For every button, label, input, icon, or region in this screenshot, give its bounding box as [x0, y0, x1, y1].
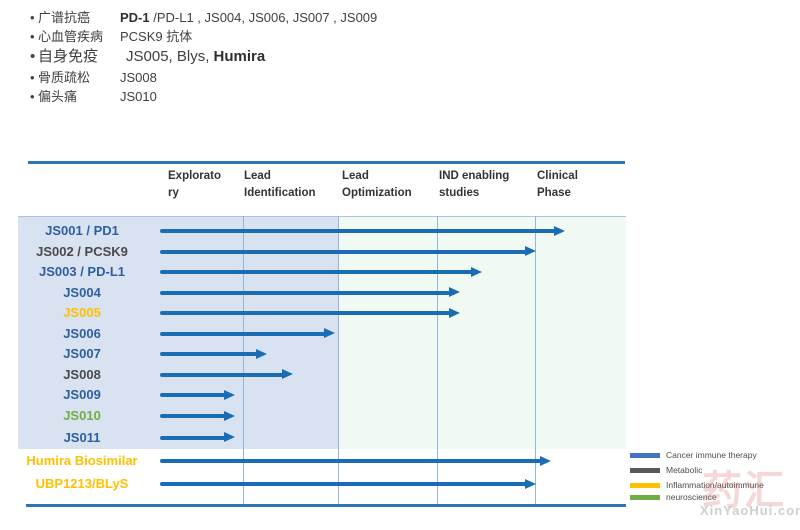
phase-gridline-1 — [243, 216, 244, 505]
legend-swatch — [630, 467, 660, 473]
summary-value: JS008 — [120, 68, 157, 87]
summary-term: 广谱抗癌 — [38, 10, 91, 25]
summary-bullet-row: • 心血管疾病 PCSK9 抗体 — [30, 27, 510, 46]
header-top-rule — [28, 161, 625, 164]
progress-arrow-line — [160, 229, 557, 233]
summary-term: 偏头痛 — [38, 89, 78, 104]
bullet-icon: • — [30, 29, 35, 44]
legend-item: Inflammation/autoimmune — [630, 480, 764, 490]
summary-bullet-row: • 广谱抗癌 PD-1 /PD-L1 , JS004, JS006, JS007 ,… — [30, 8, 510, 27]
legend-swatch — [630, 452, 660, 458]
summary-value: PCSK9 抗体 — [120, 27, 192, 46]
row-label: JS005 — [63, 305, 101, 320]
phase-header-3: Lead Optimization — [342, 170, 412, 199]
row-label: JS011 — [63, 429, 101, 445]
summary-term: 心血管疾病 — [38, 29, 104, 44]
bullet-icon: • — [30, 70, 35, 85]
legend-item: Cancer immune therapy — [630, 450, 757, 460]
progress-arrow-line — [160, 311, 452, 315]
arrow-head-icon — [324, 328, 336, 338]
arrow-head-icon — [524, 478, 536, 489]
band-late-phase — [338, 216, 626, 449]
progress-arrow-line — [160, 352, 259, 356]
summary-value: PD-1 /PD-L1 , JS004, JS006, JS007 , JS00… — [120, 8, 377, 27]
summary-term: 骨质疏松 — [38, 70, 91, 85]
arrow-head-icon — [256, 348, 268, 359]
watermark-cn-text: 药汇 — [702, 469, 786, 513]
arrow-head-icon — [223, 389, 235, 400]
legend-swatch — [630, 494, 660, 500]
progress-arrow-line — [160, 372, 285, 377]
summary-bullet-row: • 偏头痛 JS010 — [30, 87, 510, 106]
watermark-url-text: XinYaoHui.com — [700, 503, 800, 518]
phase-gridline-3 — [437, 216, 438, 505]
progress-arrow-line — [160, 435, 226, 440]
summary-value-part: /PD-L1 , JS004, JS006, JS007 , JS009 — [153, 10, 378, 25]
row-label: JS002 / PCSK9 — [36, 243, 128, 259]
progress-arrow-line — [160, 249, 527, 254]
arrow-head-icon — [223, 432, 235, 442]
arrow-head-icon — [524, 246, 536, 256]
row-label: JS010 — [63, 408, 101, 423]
summary-value: JS010 — [120, 87, 157, 106]
progress-arrow-line — [160, 290, 452, 295]
phase-gridline-4 — [535, 216, 536, 505]
bullet-icon: • — [30, 10, 35, 25]
chart-bottom-rule — [26, 504, 626, 507]
legend-label: Inflammation/autoimmune — [666, 480, 764, 490]
progress-arrow-line — [160, 459, 543, 463]
row-label: JS007 — [63, 346, 101, 361]
legend-label: Metabolic — [666, 465, 703, 475]
row-label: JS003 / PD-L1 — [39, 264, 125, 279]
row-label: JS009 — [63, 387, 101, 402]
phase-gridline-2 — [338, 216, 339, 505]
summary-value-part: JS005, Blys, — [126, 48, 214, 65]
legend-label: neuroscience — [666, 492, 717, 502]
arrow-head-icon — [470, 266, 482, 277]
row-label: JS006 — [63, 325, 101, 341]
summary-term: 自身免疫 — [38, 48, 99, 65]
legend-label: Cancer immune therapy — [666, 450, 757, 460]
row-label: JS001 / PD1 — [45, 223, 119, 238]
summary-bullet-row: • 骨质疏松 JS008 — [30, 68, 510, 87]
legend-item: Metabolic — [630, 465, 702, 475]
summary-bullet-row: • 自身免疫 JS005, Blys, Humira — [30, 46, 510, 68]
bullet-icon: • — [30, 48, 36, 65]
summary-value-part: PCSK9 抗体 — [120, 29, 193, 44]
summary-value-part: Humira — [213, 48, 266, 65]
summary-value-part: JS010 — [120, 89, 157, 104]
arrow-head-icon — [449, 287, 461, 297]
row-label: Humira Biosimilar — [26, 453, 138, 468]
phase-header-5: Clinical Phase — [537, 170, 578, 199]
row-label: JS004 — [63, 284, 101, 300]
row-label: JS008 — [63, 366, 101, 382]
summary-value-part: PD-1 — [120, 10, 154, 25]
summary-value: JS005, Blys, Humira — [126, 46, 265, 68]
arrow-head-icon — [223, 410, 235, 421]
bullet-icon: • — [30, 89, 35, 104]
progress-arrow-line — [160, 393, 226, 397]
phase-header-1: Explorato ry — [168, 170, 222, 199]
summary-value-part: JS008 — [120, 70, 157, 85]
row-label: UBP1213/BLyS — [35, 476, 129, 491]
arrow-head-icon — [282, 369, 294, 379]
arrow-head-icon — [540, 455, 552, 466]
arrow-head-icon — [449, 307, 461, 318]
progress-arrow-line — [160, 414, 226, 418]
progress-arrow-line — [160, 270, 473, 274]
progress-arrow-line — [160, 482, 527, 486]
progress-arrow-line — [160, 331, 327, 336]
phase-header-2: Lead Identification — [244, 170, 316, 199]
phase-header-4: IND enabling studies — [439, 170, 510, 199]
legend-item: neuroscience — [630, 492, 717, 502]
summary-list: • 广谱抗癌 PD-1 /PD-L1 , JS004, JS006, JS007 ,… — [30, 8, 510, 106]
arrow-head-icon — [554, 225, 566, 236]
legend-swatch — [630, 482, 660, 488]
